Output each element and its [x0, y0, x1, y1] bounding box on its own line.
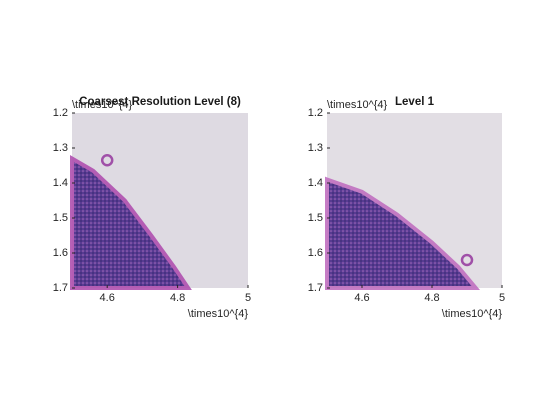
y-exponent-label: \times10^{4} [72, 99, 133, 111]
image [70, 113, 248, 290]
x-tick-label: 4.6 [354, 292, 369, 304]
x-exponent-label: \times10^{4} [188, 308, 249, 320]
y-tick-label: 1.2 [308, 107, 323, 119]
tissue [70, 155, 192, 290]
x-tick-label: 4.8 [170, 292, 185, 304]
y-tick-label: 1.6 [308, 247, 323, 259]
y-tick-label: 1.4 [53, 177, 68, 189]
tissue [325, 176, 481, 290]
image [325, 113, 502, 290]
chart-title: Level 1 [395, 96, 435, 108]
x-exponent-label: \times10^{4} [442, 308, 503, 320]
y-exponent-label: \times10^{4} [327, 99, 388, 111]
chart-title: Coarsest Resolution Level (8) [79, 96, 241, 108]
x-tick-label: 5 [245, 292, 251, 304]
y-tick-label: 1.5 [53, 212, 68, 224]
y-tick-label: 1.6 [53, 247, 68, 259]
y-tick-label: 1.7 [308, 282, 323, 294]
x-tick-label: 4.6 [100, 292, 115, 304]
cell-blob [100, 154, 114, 167]
cell-blob [460, 253, 474, 267]
x-tick-label: 5 [499, 292, 505, 304]
x-tick-label: 4.8 [424, 292, 439, 304]
y-tick-label: 1.3 [308, 142, 323, 154]
y-tick-label: 1.3 [53, 142, 68, 154]
y-tick-label: 1.5 [308, 212, 323, 224]
y-tick-label: 1.2 [53, 107, 68, 119]
y-tick-label: 1.7 [53, 282, 68, 294]
y-tick-label: 1.4 [308, 177, 323, 189]
